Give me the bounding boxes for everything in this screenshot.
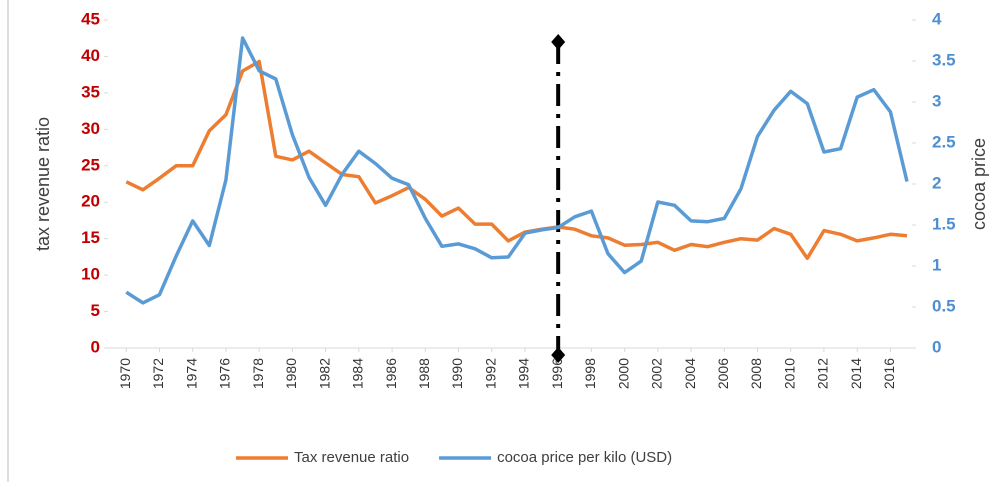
y-tick-label: 15 xyxy=(81,228,100,247)
y-axis-label: tax revenue ratio xyxy=(33,117,53,251)
x-tick-label: 2012 xyxy=(815,358,831,389)
y-tick-label: 40 xyxy=(81,46,100,65)
x-tick-label: 1990 xyxy=(449,358,465,389)
x-tick-label: 1994 xyxy=(516,358,532,389)
x-tick-label: 1996 xyxy=(549,358,565,389)
x-tick-label: 1974 xyxy=(183,358,199,389)
x-tick-label: 1986 xyxy=(383,358,399,389)
y2-axis-label: cocoa price xyxy=(969,138,989,230)
reference-marker xyxy=(551,34,566,50)
y-tick-label: 5 xyxy=(91,301,100,320)
x-tick-label: 1978 xyxy=(250,358,266,389)
y2-tick-label: 0.5 xyxy=(932,296,956,315)
y-tick-label: 0 xyxy=(91,337,100,356)
x-tick-label: 2010 xyxy=(781,358,797,389)
legend-label: Tax revenue ratio xyxy=(294,449,409,466)
x-tick-label: 1992 xyxy=(482,358,498,389)
y-tick-label: 30 xyxy=(81,119,100,138)
x-tick-label: 1982 xyxy=(316,358,332,389)
y-tick-label: 35 xyxy=(81,82,100,101)
reference-marker xyxy=(551,347,566,363)
x-tick-label: 1998 xyxy=(582,358,598,389)
y-tick-label: 45 xyxy=(81,9,100,28)
y2-tick-label: 0 xyxy=(932,337,941,356)
x-tick-label: 2016 xyxy=(881,358,897,389)
y-tick-label: 20 xyxy=(81,192,100,211)
x-tick-label: 1988 xyxy=(416,358,432,389)
x-tick-label: 1980 xyxy=(283,358,299,389)
x-tick-label: 2004 xyxy=(682,358,698,389)
series-line xyxy=(125,36,909,305)
y2-tick-label: 1 xyxy=(932,255,941,274)
y-tick-label: 10 xyxy=(81,265,100,284)
x-tick-label: 1984 xyxy=(350,358,366,389)
y2-tick-label: 1.5 xyxy=(932,214,956,233)
x-tick-label: 1976 xyxy=(217,358,233,389)
y2-tick-label: 3 xyxy=(932,91,941,110)
x-tick-label: 1972 xyxy=(150,358,166,389)
y-tick-label: 25 xyxy=(81,155,100,174)
x-tick-label: 2008 xyxy=(748,358,764,389)
x-tick-label: 2006 xyxy=(715,358,731,389)
x-tick-label: 2002 xyxy=(649,358,665,389)
y2-tick-label: 2.5 xyxy=(932,132,956,151)
legend-label: cocoa price per kilo (USD) xyxy=(497,449,672,466)
x-tick-label: 1970 xyxy=(117,358,133,389)
x-tick-label: 2014 xyxy=(848,358,864,389)
y2-tick-label: 2 xyxy=(932,173,941,192)
x-tick-label: 2000 xyxy=(615,358,631,389)
y2-tick-label: 3.5 xyxy=(932,50,956,69)
y2-tick-label: 4 xyxy=(932,9,942,28)
